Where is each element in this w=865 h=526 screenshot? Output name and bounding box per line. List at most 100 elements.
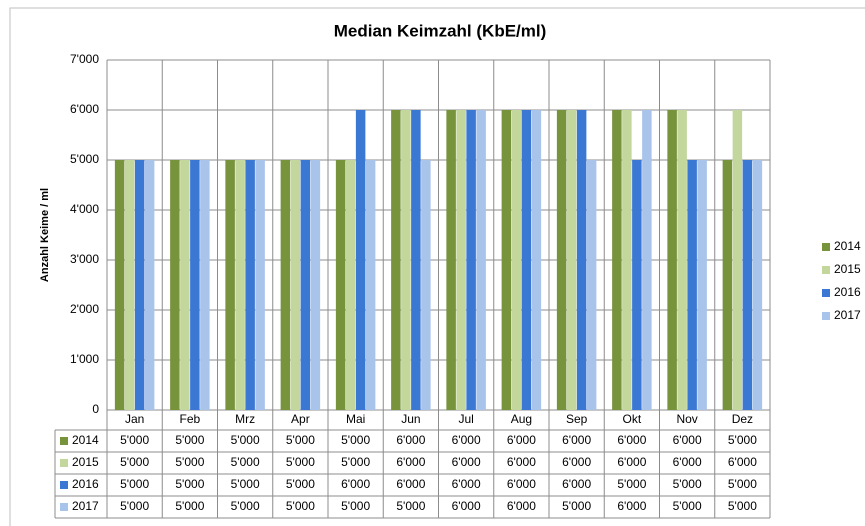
bar	[511, 110, 522, 410]
table-cell: 6'000	[507, 433, 536, 447]
table-cell: 5'000	[728, 477, 757, 491]
bar	[180, 160, 190, 410]
table-cell: 6'000	[617, 455, 646, 469]
bar	[170, 160, 180, 410]
table-cell: 6'000	[396, 433, 425, 447]
table-row-label: 2015	[72, 455, 99, 469]
table-row-label: 2014	[72, 433, 99, 447]
x-tick-label: Aug	[511, 412, 532, 426]
table-cell: 5'000	[231, 477, 260, 491]
table-cell: 6'000	[341, 477, 370, 491]
table-row-label: 2016	[72, 477, 99, 491]
bar	[446, 110, 456, 410]
y-tick-label: 4'000	[70, 202, 99, 216]
y-tick-label: 0	[92, 402, 99, 416]
bar	[566, 110, 577, 410]
x-tick-label: Apr	[291, 412, 310, 426]
table-cell: 5'000	[728, 433, 757, 447]
table-cell: 5'000	[286, 433, 315, 447]
bar	[310, 160, 321, 410]
bar	[476, 110, 486, 410]
bar	[335, 160, 346, 410]
bar	[300, 160, 311, 410]
bar	[345, 160, 356, 410]
bar	[632, 160, 642, 410]
table-cell: 5'000	[341, 499, 370, 513]
table-cell: 6'000	[507, 477, 536, 491]
bar	[697, 160, 707, 410]
table-cell: 6'000	[452, 455, 481, 469]
table-cell: 6'000	[507, 455, 536, 469]
bar	[531, 110, 542, 410]
bar	[576, 110, 587, 410]
y-tick-label: 2'000	[70, 302, 99, 316]
y-tick-label: 6'000	[70, 102, 99, 116]
bar	[245, 160, 255, 410]
bar	[190, 160, 200, 410]
table-cell: 5'000	[120, 499, 149, 513]
bar	[290, 160, 301, 410]
table-cell: 6'000	[562, 455, 591, 469]
table-legend-key	[60, 503, 68, 511]
table-cell: 6'000	[396, 455, 425, 469]
table-cell: 6'000	[617, 433, 646, 447]
bar	[401, 110, 411, 410]
table-cell: 5'000	[120, 433, 149, 447]
x-tick-label: Mrz	[235, 412, 255, 426]
x-tick-label: Nov	[676, 412, 697, 426]
y-tick-label: 3'000	[70, 252, 99, 266]
table-cell: 5'000	[175, 433, 204, 447]
bar	[586, 160, 597, 410]
bar	[124, 160, 135, 410]
table-cell: 5'000	[175, 455, 204, 469]
chart-title: Median Keimzahl (KbE/ml)	[334, 21, 547, 40]
bar	[235, 160, 245, 410]
table-cell: 6'000	[562, 433, 591, 447]
x-tick-label: Sep	[566, 412, 588, 426]
x-tick-label: Jul	[458, 412, 473, 426]
table-cell: 5'000	[562, 499, 591, 513]
table-cell: 5'000	[341, 433, 370, 447]
bar	[742, 160, 753, 410]
table-cell: 5'000	[728, 499, 757, 513]
legend-label: 2017	[834, 308, 861, 322]
bar	[365, 160, 376, 410]
legend-label: 2016	[834, 285, 861, 299]
table-cell: 5'000	[617, 477, 646, 491]
bar	[687, 160, 697, 410]
y-tick-label: 1'000	[70, 352, 99, 366]
table-cell: 6'000	[452, 477, 481, 491]
x-tick-label: Dez	[732, 412, 753, 426]
bar	[752, 160, 763, 410]
table-cell: 6'000	[507, 499, 536, 513]
bar	[556, 110, 567, 410]
x-tick-label: Jun	[401, 412, 420, 426]
y-tick-label: 7'000	[70, 52, 99, 66]
y-axis-title: Anzahl Keime / ml	[39, 188, 51, 282]
bar	[411, 110, 421, 410]
table-cell: 5'000	[286, 455, 315, 469]
table-cell: 6'000	[673, 455, 702, 469]
table-cell: 6'000	[617, 499, 646, 513]
table-cell: 6'000	[396, 477, 425, 491]
table-cell: 5'000	[673, 499, 702, 513]
table-cell: 5'000	[120, 477, 149, 491]
table-cell: 5'000	[286, 477, 315, 491]
bar	[255, 160, 265, 410]
legend-key	[822, 266, 830, 274]
legend-key	[822, 312, 830, 320]
table-cell: 5'000	[673, 477, 702, 491]
bar	[466, 110, 476, 410]
bar	[355, 110, 366, 410]
bar	[421, 160, 431, 410]
table-cell: 6'000	[728, 455, 757, 469]
bar	[144, 160, 155, 410]
y-tick-label: 5'000	[70, 152, 99, 166]
bar	[134, 160, 145, 410]
x-tick-label: Feb	[180, 412, 201, 426]
table-cell: 5'000	[120, 455, 149, 469]
x-tick-label: Okt	[623, 412, 642, 426]
bar	[722, 160, 733, 410]
table-legend-key	[60, 459, 68, 467]
